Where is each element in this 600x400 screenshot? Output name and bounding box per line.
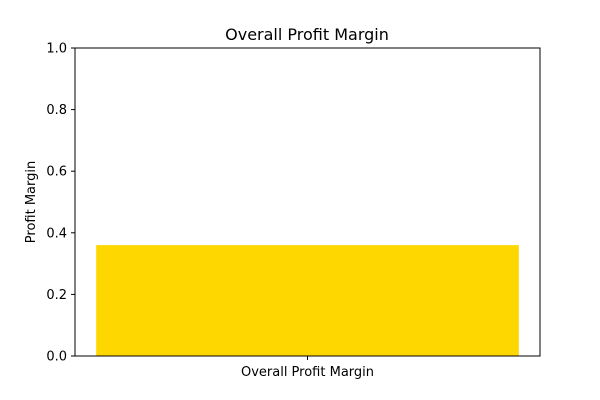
- chart-title: Overall Profit Margin: [225, 25, 389, 44]
- y-axis-label: Profit Margin: [24, 161, 39, 243]
- y-tick-label: 1.0: [46, 42, 67, 57]
- y-tick-label: 0.4: [46, 226, 67, 241]
- bar-0: [96, 245, 519, 356]
- y-tick-label: 0.8: [46, 103, 67, 118]
- x-tick-label: Overall Profit Margin: [241, 365, 374, 380]
- y-tick-label: 0.2: [46, 288, 67, 303]
- y-tick-label: 0.6: [46, 165, 67, 180]
- y-axis-ticks: 0.0 0.2 0.4 0.6 0.8 1.0: [46, 42, 75, 365]
- y-tick-label: 0.0: [46, 350, 67, 365]
- bars-group: [96, 245, 519, 356]
- x-axis-ticks: Overall Profit Margin: [241, 356, 374, 380]
